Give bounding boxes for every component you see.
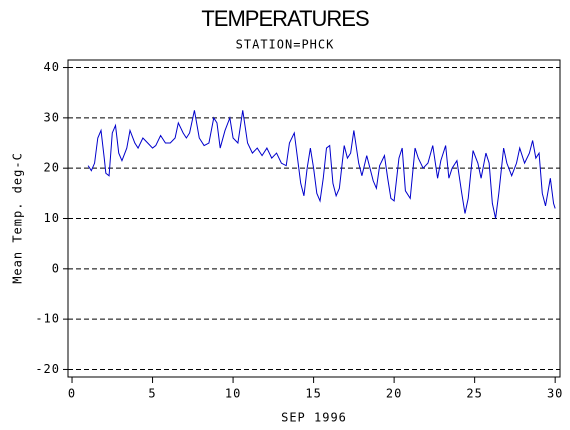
y-tick-label: 20 bbox=[44, 161, 60, 175]
y-tick-label: 30 bbox=[44, 110, 60, 124]
y-tick-label: -20 bbox=[35, 362, 60, 376]
x-tick-label: 20 bbox=[386, 387, 402, 401]
y-axis-label: Mean Temp. deg-C bbox=[11, 152, 25, 284]
chart-title: TEMPERATURES bbox=[201, 6, 369, 31]
y-tick-label: 40 bbox=[44, 60, 60, 74]
x-tick-label: 5 bbox=[148, 387, 156, 401]
x-tick-label: 10 bbox=[225, 387, 241, 401]
data-line bbox=[87, 110, 556, 219]
x-tick-label: 25 bbox=[466, 387, 482, 401]
x-tick-label: 0 bbox=[68, 387, 76, 401]
x-axis-label: SEP 1996 bbox=[281, 411, 347, 425]
x-tick-label: 30 bbox=[547, 387, 563, 401]
y-tick-label: -10 bbox=[35, 312, 60, 326]
y-tick-label: 10 bbox=[44, 211, 60, 225]
chart-subtitle: STATION=PHCK bbox=[236, 38, 335, 52]
x-tick-label: 15 bbox=[305, 387, 321, 401]
y-tick-label: 0 bbox=[52, 261, 60, 275]
